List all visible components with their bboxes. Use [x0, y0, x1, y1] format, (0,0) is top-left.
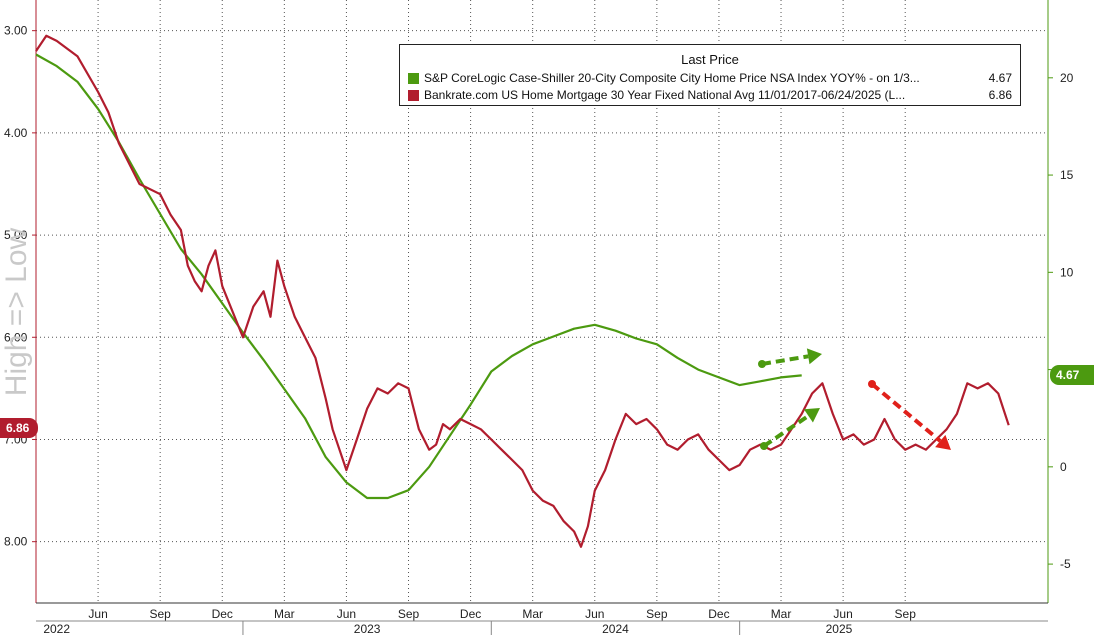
annotation-arrow-up-shaft: [762, 414, 810, 448]
left-tick-label: 4.00: [4, 126, 28, 140]
right-tick-label: 10: [1060, 265, 1074, 279]
left-tick-label: 8.00: [4, 535, 28, 549]
year-tick-label: 2025: [826, 622, 853, 635]
legend-label-mortgage: Bankrate.com US Home Mortgage 30 Year Fi…: [424, 88, 906, 102]
axes-layer: 3.004.005.006.007.008.0020151050-5JunSep…: [4, 0, 1074, 635]
right-tick-label: 0: [1060, 460, 1067, 474]
right-tick-label: -5: [1060, 557, 1071, 571]
annotation-arrow-down-shaft: [870, 382, 942, 443]
month-tick-label: Sep: [646, 607, 668, 621]
annotation-layer: [758, 348, 951, 450]
right-tick-label: 15: [1060, 168, 1074, 182]
legend-title: Last Price: [681, 52, 739, 67]
home-price-last-value-tag: 4.67: [1050, 365, 1094, 385]
right-tick-label: 20: [1060, 71, 1074, 85]
month-tick-label: Jun: [88, 607, 107, 621]
month-tick-label: Dec: [460, 607, 481, 621]
legend: Last Price S&P CoreLogic Case-Shiller 20…: [399, 44, 1021, 106]
legend-value-mortgage: 6.86: [988, 88, 1012, 102]
legend-entry-home-price: S&P CoreLogic Case-Shiller 20-City Compo…: [408, 70, 1012, 86]
annotation-arrow-down: [868, 380, 951, 450]
year-tick-label: 2023: [354, 622, 381, 635]
month-tick-label: Mar: [522, 607, 543, 621]
legend-swatch-home-price: [408, 72, 419, 84]
legend-swatch-mortgage: [408, 89, 419, 101]
annotation-arrow-up: [760, 408, 820, 450]
legend-entry-mortgage: Bankrate.com US Home Mortgage 30 Year Fi…: [408, 87, 1012, 103]
legend-value-home-price: 4.67: [988, 71, 1012, 85]
home-price-yoy-line: [35, 53, 802, 500]
month-tick-label: Sep: [398, 607, 420, 621]
annotation-arrow-up-head: [803, 408, 820, 423]
year-tick-label: 2022: [43, 622, 70, 635]
month-tick-label: Mar: [771, 607, 792, 621]
mortgage-rate-line: [35, 34, 1010, 548]
month-tick-label: Sep: [895, 607, 917, 621]
month-tick-label: Mar: [274, 607, 295, 621]
left-tick-label: 3.00: [4, 24, 28, 38]
left-tick-label: 5.00: [4, 228, 28, 242]
mortgage-last-value-tag: 6.86: [0, 418, 38, 438]
year-tick-label: 2024: [602, 622, 629, 635]
annotation-arrow-flat-shaft: [761, 354, 809, 366]
annotation-arrow-flat: [758, 348, 822, 368]
month-tick-label: Jun: [833, 607, 852, 621]
month-tick-label: Jun: [337, 607, 356, 621]
month-tick-label: Sep: [149, 607, 171, 621]
month-tick-label: Jun: [585, 607, 604, 621]
month-tick-label: Dec: [708, 607, 729, 621]
legend-label-home-price: S&P CoreLogic Case-Shiller 20-City Compo…: [424, 71, 920, 85]
annotation-arrow-down-head: [935, 434, 951, 450]
left-tick-label: 6.00: [4, 330, 28, 344]
annotation-arrow-flat-head: [806, 348, 822, 365]
series-layer: [35, 34, 1010, 548]
high-low-label-text: High => Low: [0, 227, 33, 397]
month-tick-label: Dec: [212, 607, 233, 621]
